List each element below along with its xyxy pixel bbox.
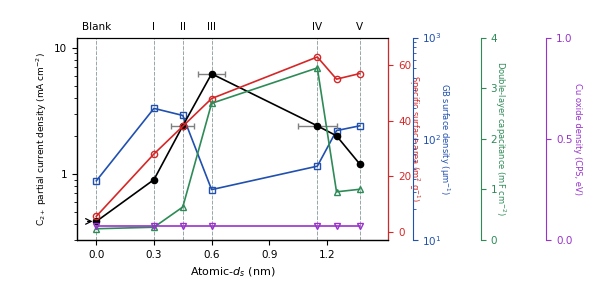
Text: I: I bbox=[152, 21, 155, 32]
Text: IV: IV bbox=[313, 21, 323, 32]
Y-axis label: GB surface density (μm$^{-1}$): GB surface density (μm$^{-1}$) bbox=[437, 83, 451, 195]
Text: V: V bbox=[356, 21, 363, 32]
Y-axis label: Specific surface area (m$^2$ g$^{-1}$): Specific surface area (m$^2$ g$^{-1}$) bbox=[407, 75, 421, 202]
Y-axis label: C$_{2+}$ partial current density (mA cm$^{-2}$): C$_{2+}$ partial current density (mA cm$… bbox=[34, 52, 49, 226]
Text: III: III bbox=[207, 21, 216, 32]
Y-axis label: Cu oxide density (CPS, eV): Cu oxide density (CPS, eV) bbox=[573, 83, 582, 195]
Text: II: II bbox=[180, 21, 186, 32]
Text: Blank: Blank bbox=[82, 21, 111, 32]
Y-axis label: Double-layer capacitance (mF cm$^{-2}$): Double-layer capacitance (mF cm$^{-2}$) bbox=[493, 61, 507, 216]
X-axis label: Atomic-$d_s$ (nm): Atomic-$d_s$ (nm) bbox=[190, 265, 276, 279]
